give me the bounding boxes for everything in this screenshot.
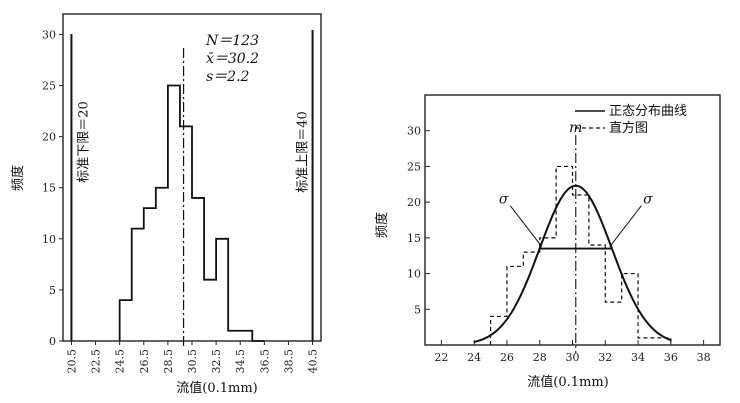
left-y-label: 频度 (10, 165, 26, 191)
left-x-tick-label: 22.5 (90, 349, 103, 374)
legend: 正态分布曲线 直方图 (575, 104, 687, 136)
right-x-tick-label: 32 (598, 351, 612, 364)
right-histogram-bar (638, 338, 654, 345)
left-x-tick-label: 36.5 (258, 349, 271, 374)
left-y-tick-label: 30 (42, 28, 56, 41)
right-histogram-bar (605, 302, 621, 345)
left-x-tick-label: 28.5 (162, 349, 175, 374)
right-x-tick-label: 28 (533, 351, 547, 364)
left-histogram (118, 84, 265, 342)
left-histogram-bar (168, 86, 180, 341)
upper-limit-label: 标准上限＝40 (296, 111, 311, 193)
left-x-axis: 20.5 22.5 24.5 26.5 28.5 30.5 32.5 34.5 36.5 38.5… (65, 341, 320, 374)
right-x-axis: 22 24 26 28 30 32 34 36 38 (434, 340, 711, 364)
right-x-tick-label: 30 (566, 351, 580, 364)
sigma-pointer-right (609, 205, 642, 247)
left-histogram-bar (120, 300, 132, 341)
left-histogram-bar (216, 239, 228, 341)
sigma-pointer-left (509, 205, 543, 247)
right-y-tick-label: 25 (407, 160, 421, 173)
legend-histogram: 直方图 (609, 120, 648, 136)
sigma-label-right: σ (643, 192, 653, 208)
left-x-tick-label: 32.5 (210, 349, 223, 374)
left-y-tick-label: 25 (42, 80, 56, 93)
left-x-tick-label: 24.5 (114, 349, 127, 374)
left-histogram-bar (240, 331, 252, 341)
left-histogram-bar (204, 280, 216, 341)
legend-normal-curve: 正态分布曲线 (609, 104, 687, 119)
right-x-tick-label: 34 (631, 351, 645, 364)
right-histogram-bar (540, 238, 556, 345)
right-x-label: 流值(0.1mm) (527, 374, 608, 390)
right-y-tick-label: 5 (414, 303, 421, 316)
right-y-axis: 5 10 15 20 25 30 (407, 125, 430, 316)
left-y-tick-label: 0 (49, 335, 56, 348)
right-histogram-bar (589, 245, 605, 345)
left-stat-mean: x̄＝30.2 (206, 51, 259, 67)
left-x-tick-label: 26.5 (138, 349, 151, 374)
left-histogram-outline (118, 84, 265, 342)
right-histogram-bar (491, 316, 507, 345)
left-stat-n: N＝123 (205, 33, 259, 49)
left-histogram-bar (156, 188, 168, 341)
right-histogram-outline (489, 165, 672, 345)
left-y-tick-label: 20 (42, 131, 56, 144)
right-x-tick-label: 26 (500, 351, 514, 364)
right-y-tick-label: 10 (407, 268, 421, 281)
right-histogram-dashed (489, 165, 672, 345)
right-histogram-bar (523, 252, 539, 345)
right-y-tick-label: 20 (407, 196, 421, 209)
right-y-label: 频度 (374, 212, 390, 238)
right-y-tick-label: 15 (407, 232, 421, 245)
normal-curve-line (473, 184, 672, 343)
left-histogram-bar (180, 126, 192, 341)
left-x-tick-label: 30.5 (186, 349, 199, 374)
left-x-tick-label: 34.5 (234, 349, 247, 374)
left-chart: 0 5 10 15 20 25 30 20.5 22.5 24.5 26.5 28.5 30.5 32.… (10, 13, 322, 396)
left-y-tick-label: 15 (42, 182, 56, 195)
left-histogram-bar (144, 208, 156, 341)
left-reference-lines (70, 30, 314, 349)
right-x-tick-label: 38 (697, 351, 711, 364)
left-stat-sd: s＝2.2 (206, 69, 250, 85)
sigma-label-left: σ (499, 192, 509, 208)
left-y-tick-label: 10 (42, 233, 56, 246)
right-y-tick-label: 30 (407, 125, 421, 138)
right-normal-curve (473, 184, 672, 343)
right-histogram-bar (573, 195, 589, 345)
left-histogram-bar (192, 198, 204, 341)
left-histogram-bar (228, 331, 240, 341)
lower-limit-label: 标准下限＝20 (76, 101, 91, 183)
left-x-tick-label: 20.5 (65, 349, 78, 374)
right-x-tick-label: 36 (664, 351, 678, 364)
right-annotations: mσ σ (499, 120, 653, 353)
left-x-tick-label: 38.5 (282, 349, 295, 374)
right-x-tick-label: 22 (434, 351, 448, 364)
left-x-tick-label: 40.5 (307, 349, 320, 374)
right-histogram-bar (622, 274, 638, 345)
left-y-tick-label: 5 (49, 284, 56, 297)
left-y-axis: 0 5 10 15 20 25 30 (42, 28, 63, 348)
left-histogram-bar (132, 229, 144, 341)
right-x-tick-label: 24 (467, 351, 481, 364)
left-x-label: 流值(0.1mm) (176, 380, 257, 396)
